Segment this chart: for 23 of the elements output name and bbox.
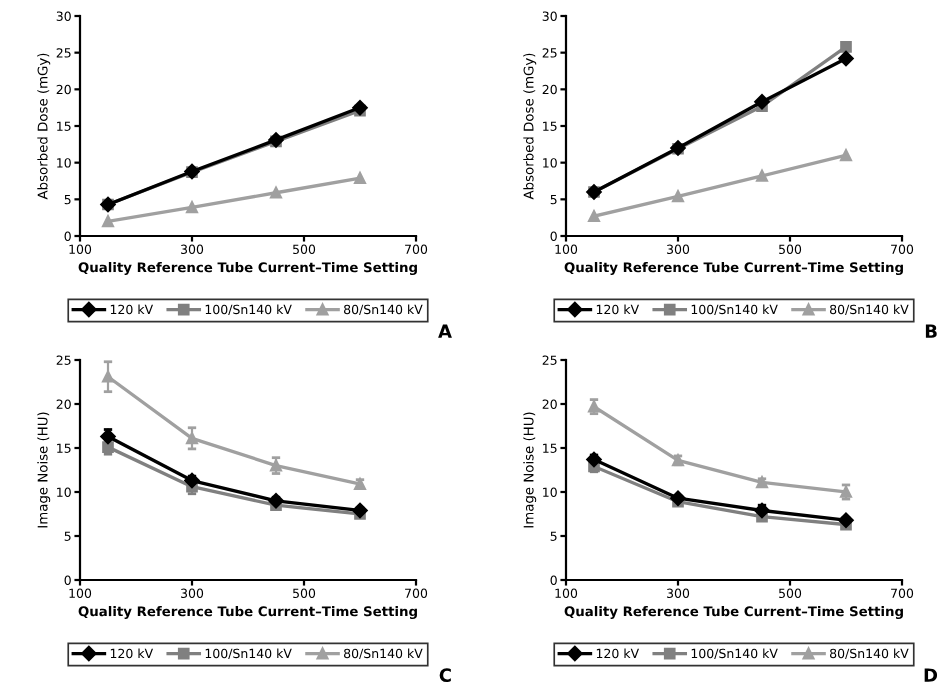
point xyxy=(838,50,854,67)
point xyxy=(268,493,284,509)
text: C xyxy=(439,668,451,682)
point xyxy=(352,502,368,519)
text: B xyxy=(925,324,937,338)
point xyxy=(840,149,852,162)
point xyxy=(586,451,602,468)
point xyxy=(186,201,198,214)
point xyxy=(754,502,770,519)
point xyxy=(184,472,200,489)
point xyxy=(588,210,600,223)
point xyxy=(186,432,198,445)
text: D xyxy=(924,668,938,682)
point xyxy=(670,490,686,506)
point xyxy=(102,215,114,228)
text: A xyxy=(438,324,452,338)
point xyxy=(102,370,114,383)
point xyxy=(100,428,116,445)
point xyxy=(672,190,684,203)
point xyxy=(352,99,368,116)
point xyxy=(840,40,852,53)
point xyxy=(270,186,282,199)
point xyxy=(754,94,770,110)
